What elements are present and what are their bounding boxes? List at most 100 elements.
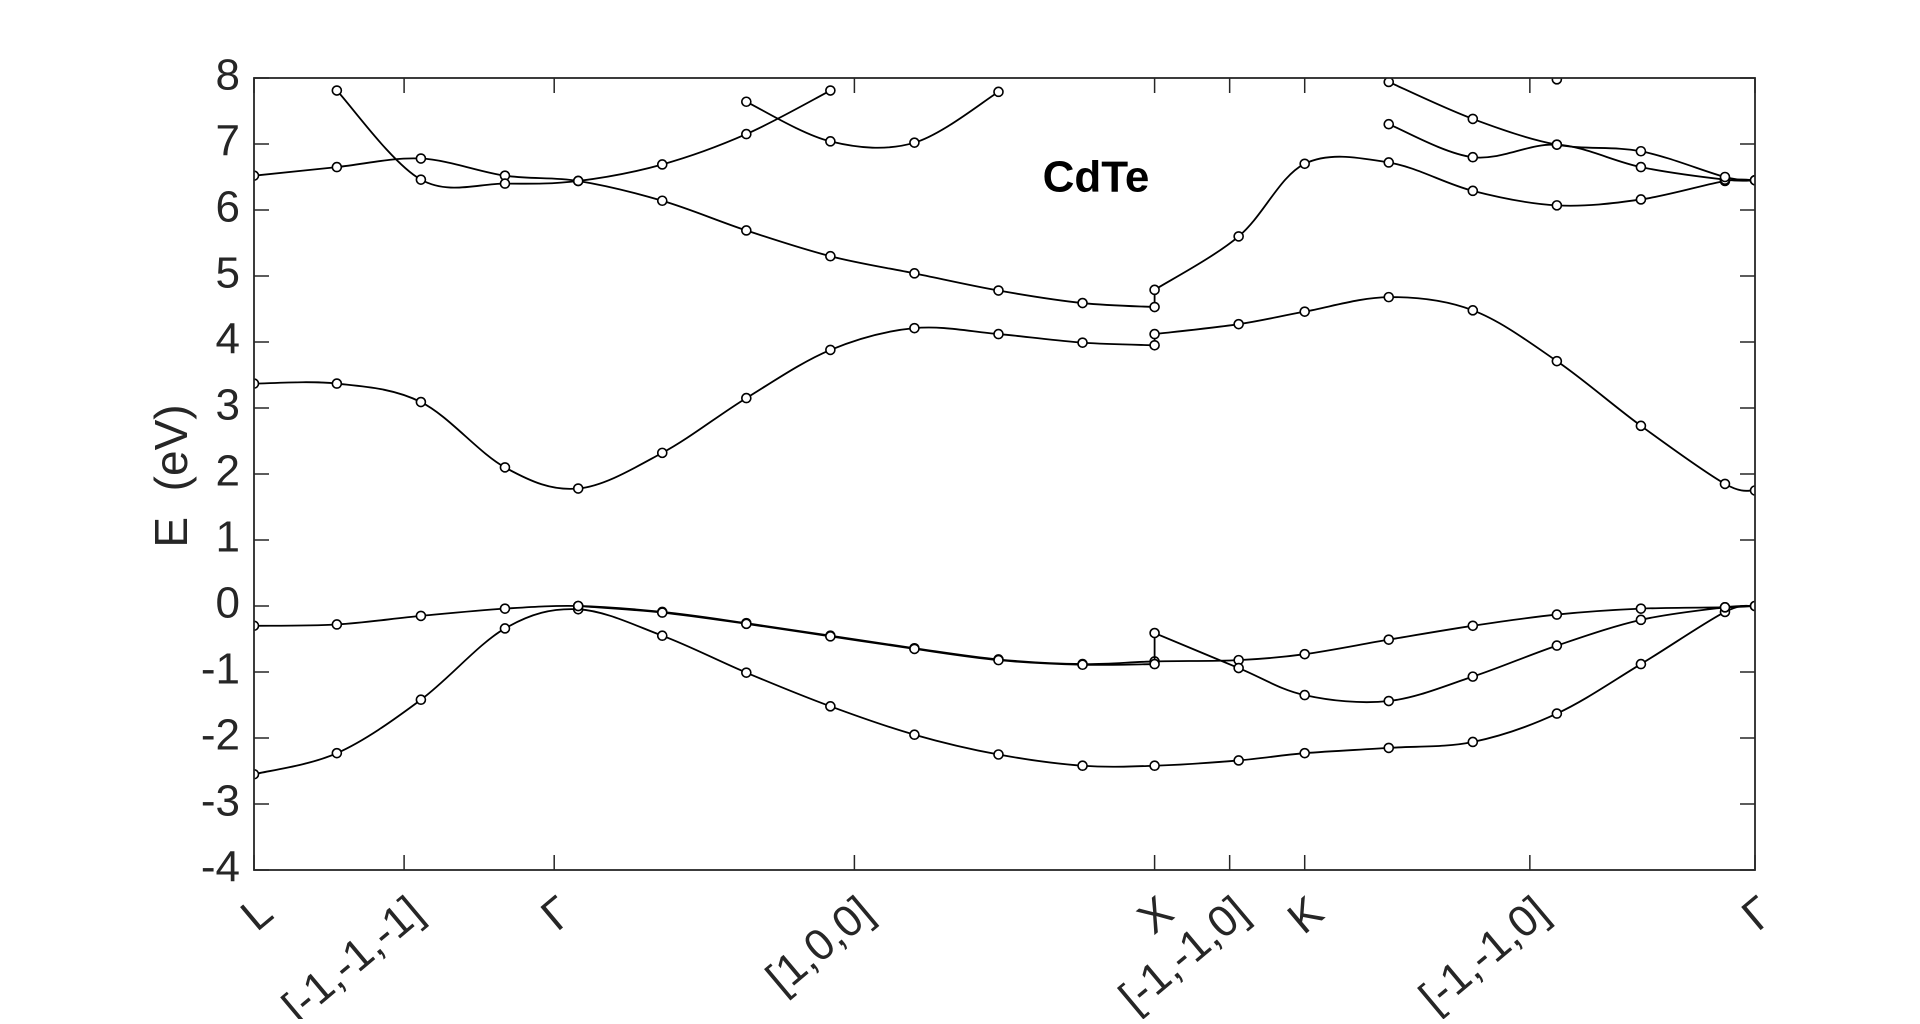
y-tick-label: 7 bbox=[216, 117, 240, 166]
band-point bbox=[656, 630, 668, 642]
band-point bbox=[656, 607, 668, 618]
band-point bbox=[741, 618, 752, 630]
band-point bbox=[1149, 627, 1160, 639]
band-point bbox=[656, 447, 668, 459]
band-point bbox=[331, 85, 343, 96]
band-point bbox=[1635, 614, 1647, 626]
y-tick-label: 1 bbox=[216, 513, 240, 562]
y-tick-label: -4 bbox=[201, 843, 240, 892]
band-point bbox=[1551, 200, 1563, 211]
band-point bbox=[909, 268, 920, 279]
band-point bbox=[1299, 158, 1310, 170]
band-point bbox=[331, 747, 343, 759]
band-point bbox=[1149, 301, 1160, 313]
band-point bbox=[1299, 689, 1310, 701]
band-point bbox=[254, 769, 260, 780]
chart-title: CdTe bbox=[1043, 153, 1150, 202]
y-tick-label: 5 bbox=[216, 249, 240, 298]
y-tick-label: 4 bbox=[216, 315, 240, 364]
band-point bbox=[331, 161, 343, 173]
band-point bbox=[331, 378, 343, 389]
band-point bbox=[1383, 742, 1395, 754]
band-point bbox=[1467, 620, 1479, 632]
band-point bbox=[741, 667, 752, 678]
band-point bbox=[909, 137, 920, 148]
band-point bbox=[1551, 78, 1563, 85]
band-point bbox=[1299, 648, 1310, 660]
plot-area bbox=[254, 78, 1755, 780]
band-point bbox=[656, 159, 668, 170]
band-point bbox=[825, 344, 836, 356]
band-point bbox=[993, 285, 1004, 296]
band-point bbox=[1299, 747, 1310, 759]
band-point bbox=[1383, 157, 1395, 168]
band-point bbox=[415, 694, 427, 706]
band-point bbox=[1149, 284, 1160, 296]
band-point bbox=[741, 225, 752, 236]
band-point bbox=[1635, 194, 1647, 205]
band-point bbox=[572, 483, 584, 494]
band-point bbox=[1719, 478, 1731, 490]
band-point bbox=[1749, 600, 1755, 612]
band-point bbox=[993, 749, 1004, 760]
band-point bbox=[254, 620, 260, 632]
band-point bbox=[825, 85, 836, 96]
band-point bbox=[825, 631, 836, 642]
band-point bbox=[1383, 695, 1395, 707]
band-point bbox=[656, 195, 668, 207]
band-point bbox=[993, 328, 1004, 340]
band-point bbox=[1233, 231, 1244, 242]
y-tick-label: 3 bbox=[216, 381, 240, 430]
band-point bbox=[741, 96, 752, 108]
band-line bbox=[745, 91, 999, 149]
band-point bbox=[1077, 659, 1088, 671]
band-point bbox=[254, 378, 260, 389]
band-point bbox=[499, 623, 511, 634]
band-point bbox=[1233, 318, 1244, 330]
band-point bbox=[1383, 634, 1395, 645]
band-point bbox=[499, 178, 511, 189]
band-point bbox=[825, 250, 836, 262]
band-point bbox=[909, 322, 920, 334]
band-point bbox=[1551, 139, 1563, 150]
band-line bbox=[578, 604, 1755, 704]
band-point bbox=[1077, 337, 1088, 348]
band-point bbox=[1467, 113, 1479, 125]
band-point bbox=[825, 701, 836, 712]
band-point bbox=[1149, 339, 1160, 351]
band-point bbox=[1467, 736, 1479, 748]
band-point bbox=[1551, 640, 1563, 651]
band-point bbox=[415, 610, 427, 622]
band-point bbox=[1149, 760, 1160, 772]
band-line bbox=[254, 155, 1755, 308]
y-tick-label: 8 bbox=[216, 51, 240, 100]
band-point bbox=[909, 643, 920, 655]
band-point bbox=[1551, 708, 1563, 719]
band-point bbox=[1149, 328, 1160, 340]
band-point bbox=[1383, 291, 1395, 303]
y-tick-label: -2 bbox=[201, 711, 240, 760]
band-point bbox=[331, 619, 343, 630]
band-point bbox=[499, 462, 511, 473]
y-axis-label: E (eV) bbox=[145, 404, 197, 547]
y-tick-label: 2 bbox=[216, 447, 240, 496]
band-point bbox=[1551, 355, 1563, 367]
y-tick-label: -3 bbox=[201, 777, 240, 826]
band-point bbox=[741, 128, 752, 140]
band-point bbox=[1077, 760, 1088, 772]
band-point bbox=[1467, 671, 1479, 682]
band-point bbox=[499, 603, 511, 614]
band-point bbox=[254, 170, 260, 181]
band-point bbox=[1719, 171, 1731, 183]
band-point bbox=[1635, 161, 1647, 173]
band-point bbox=[993, 86, 1004, 98]
band-point bbox=[415, 153, 427, 164]
band-point bbox=[741, 392, 752, 404]
band-point bbox=[572, 175, 584, 187]
band-point bbox=[1635, 420, 1647, 432]
plot-frame bbox=[253, 77, 1756, 871]
y-tick-label: 6 bbox=[216, 183, 240, 232]
band-point bbox=[1467, 151, 1479, 163]
